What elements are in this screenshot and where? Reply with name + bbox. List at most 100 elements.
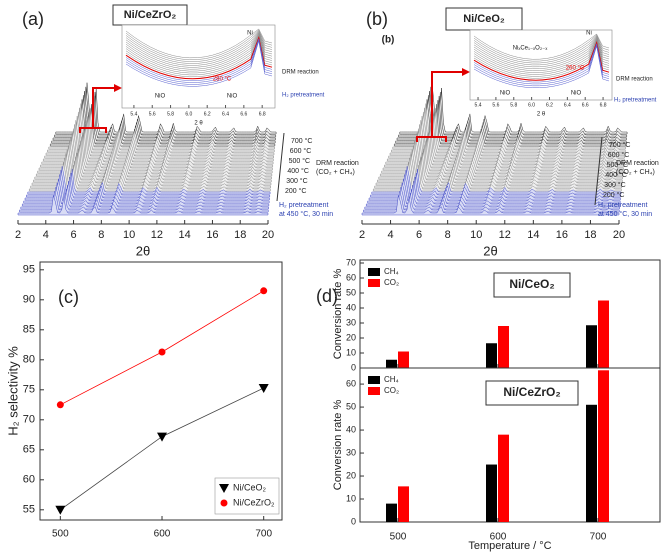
inset-tick-label: 5.8 [167, 111, 174, 117]
inset-curve [473, 35, 610, 66]
x-axis-title: Temperature / °C [468, 540, 551, 552]
temperature-label: 300 °C [604, 181, 625, 189]
inset-curve [473, 33, 610, 60]
legend-label: CH₄ [384, 267, 399, 276]
y-tick-label: 40 [346, 424, 356, 434]
y-tick-label: 75 [23, 384, 35, 396]
x-tick-label: 600 [154, 529, 171, 540]
inset-tick-label: 6.2 [204, 111, 211, 117]
point [55, 505, 66, 515]
inset-annotation: NiO [155, 94, 166, 100]
inset-curve [473, 43, 610, 85]
y-tick-label: 20 [346, 470, 356, 480]
y-axis-title: Conversion rate % [332, 400, 344, 491]
inset-annotation: NiO [571, 91, 582, 97]
series-line [60, 290, 264, 406]
inset-tick-label: 6.0 [185, 111, 192, 117]
y-tick-label: 60 [23, 474, 35, 486]
legend-marker [220, 499, 228, 507]
temperature-axis [594, 136, 603, 206]
point [260, 287, 268, 295]
inset-curve [473, 35, 610, 64]
reaction-gas: (CO₂ + CH₄) [616, 169, 655, 176]
x-tick-label: 4 [387, 229, 393, 241]
y-tick-label: 10 [346, 347, 356, 357]
inset-curve [473, 37, 610, 69]
inset-curve [125, 35, 273, 76]
inset-curve [125, 34, 273, 74]
temperature-label: 200 °C [603, 191, 624, 199]
panel-label: (c) [58, 287, 79, 307]
inset-curve [473, 41, 610, 81]
inset-curve [473, 40, 610, 77]
inset-curve [125, 38, 273, 83]
zoom-arrow-head [462, 68, 470, 76]
x-tick-label: 600 [490, 532, 507, 543]
inset-curve [125, 33, 273, 70]
bar [386, 359, 397, 368]
legend-swatch [368, 376, 380, 384]
temperature-label: 200 °C [285, 187, 306, 195]
bar [386, 503, 397, 522]
inset-curve [473, 39, 610, 75]
x-tick-label: 16 [556, 229, 568, 241]
y-tick-label: 50 [346, 401, 356, 411]
inset-curve [473, 45, 610, 87]
legend-label: CH₄ [384, 375, 399, 384]
point [56, 401, 64, 409]
y-tick-label: 10 [346, 493, 356, 503]
inset-curve [125, 29, 273, 60]
inset-annotation: Ni [586, 31, 592, 37]
y-tick-label: 40 [346, 302, 356, 312]
xrd-curve [17, 195, 269, 216]
y-tick-label: 65 [23, 444, 35, 456]
inset-reaction-label: DRM reaction [616, 77, 653, 83]
panel-title: Ni/CeZrO₂ [124, 9, 177, 21]
bar [486, 464, 497, 522]
x-tick-label: 500 [52, 529, 69, 540]
x-tick-label: 2 [359, 229, 365, 241]
y-tick-label: 55 [23, 504, 35, 516]
inset-annotation: 260 °C [566, 66, 585, 72]
y-tick-label: 30 [346, 447, 356, 457]
pretreatment-condition: at 450 °C, 30 min [279, 210, 333, 218]
y-tick-label: 50 [346, 287, 356, 297]
x-tick-label: 12 [151, 229, 163, 241]
inset-tick-label: 6.4 [222, 111, 229, 117]
x-tick-label: 500 [390, 532, 407, 543]
inner-label: (b) [382, 35, 395, 46]
title-box [493, 272, 571, 298]
legend-label: Ni/CeO₂ [233, 482, 267, 492]
x-tick-label: 12 [499, 229, 511, 241]
inset-pretreatment-label: H₂ pretreatment [282, 93, 325, 99]
point [157, 432, 168, 442]
y-tick-label: 0 [351, 516, 356, 526]
inset-tick-label: 6.6 [582, 102, 589, 108]
inset-tick-label: 6.4 [564, 102, 571, 108]
inset-tick-label: 6.8 [600, 102, 607, 108]
temperature-label: 300 °C [286, 177, 307, 185]
panel-title: Ni/CeZrO₂ [503, 385, 560, 399]
inset-curve [473, 45, 610, 88]
panel-label: (b) [366, 9, 388, 29]
inset-curve [125, 37, 273, 81]
y-axis-title: Conversion rate % [332, 269, 344, 360]
inset-pretreatment-label: H₂ pretreatment [614, 98, 657, 104]
x-axis-title: 2θ [483, 243, 497, 258]
xrd-curve [19, 191, 269, 213]
x-axis-title: 2θ [136, 243, 150, 258]
x-tick-label: 18 [584, 229, 596, 241]
inset-curve [125, 30, 273, 64]
title-box [485, 380, 579, 406]
inset-curve [473, 38, 610, 71]
temperature-label: 500 °C [607, 161, 628, 169]
panel-title: Ni/CeO₂ [509, 277, 554, 291]
bar [586, 325, 597, 368]
pretreatment-condition: at 450 °C, 30 min [598, 210, 652, 218]
inset-curve [125, 40, 273, 87]
bar [498, 326, 509, 368]
inset-curve [125, 36, 273, 78]
temperature-axis [276, 132, 285, 202]
inset-annotation: Ni [247, 31, 253, 37]
